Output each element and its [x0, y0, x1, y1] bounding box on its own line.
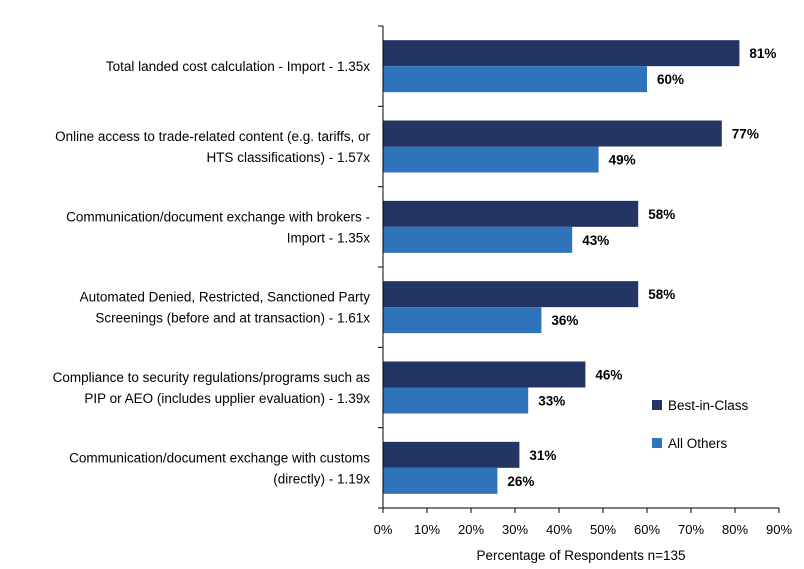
legend: Best-in-Class All Others: [652, 398, 749, 451]
x-tick-label-30: 30%: [502, 522, 528, 537]
bar-all-others-5: [383, 467, 498, 494]
data-label-all-others-1: 49%: [609, 153, 636, 168]
x-tick-label-20: 20%: [458, 522, 484, 537]
data-label-all-others-5: 26%: [507, 474, 534, 489]
data-label-best-in-class-1: 77%: [732, 127, 759, 142]
category-label-0: Total landed cost calculation - Import -…: [106, 59, 370, 74]
legend-swatch-all-others: [652, 438, 662, 448]
data-label-all-others-3: 36%: [551, 313, 578, 328]
bar-all-others-4: [383, 387, 529, 414]
legend-label-best-in-class: Best-in-Class: [668, 398, 749, 413]
data-label-best-in-class-4: 46%: [595, 368, 622, 383]
x-tick-label-60: 60%: [634, 522, 660, 537]
x-tick-label-70: 70%: [678, 522, 704, 537]
data-label-best-in-class-0: 81%: [749, 46, 776, 61]
bar-all-others-1: [383, 146, 599, 173]
data-label-best-in-class-2: 58%: [648, 207, 675, 222]
x-tick-label-80: 80%: [722, 522, 748, 537]
bar-all-others-2: [383, 226, 573, 253]
data-labels-group: 81% 60% 77% 49% 58% 43% 58% 36% 46% 33% 31% 26%: [507, 46, 776, 489]
category-label-2: Communication/document exchange with bro…: [66, 209, 370, 245]
bar-all-others-0: [383, 66, 647, 93]
category-label-3: Automated Denied, Restricted, Sanctioned…: [80, 290, 371, 326]
bar-best-in-class-2: [383, 200, 639, 227]
data-label-all-others-4: 33%: [538, 394, 565, 409]
bar-best-in-class-4: [383, 361, 586, 388]
data-label-all-others-0: 60%: [657, 72, 684, 87]
data-label-best-in-class-3: 58%: [648, 287, 675, 302]
x-tick-label-10: 10%: [414, 522, 440, 537]
bar-best-in-class-5: [383, 441, 520, 468]
legend-label-all-others: All Others: [668, 436, 728, 451]
bars-group: [383, 40, 740, 494]
bar-all-others-3: [383, 307, 542, 334]
category-labels-group: Total landed cost calculation - Import -…: [53, 59, 371, 486]
bar-best-in-class-1: [383, 120, 722, 147]
x-ticks-group: 0% 10% 20% 30% 40% 50% 60% 70% 80% 90%: [374, 25, 792, 537]
legend-swatch-best-in-class: [652, 400, 662, 410]
category-label-1: Online access to trade-related content (…: [55, 129, 370, 165]
data-label-all-others-2: 43%: [582, 233, 609, 248]
x-tick-label-40: 40%: [546, 522, 572, 537]
category-label-5: Communication/document exchange with cus…: [69, 450, 370, 486]
bar-best-in-class-0: [383, 40, 740, 67]
x-tick-label-90: 90%: [766, 522, 792, 537]
data-label-best-in-class-5: 31%: [529, 448, 556, 463]
bar-best-in-class-3: [383, 281, 639, 308]
x-tick-label-0: 0%: [374, 522, 393, 537]
x-tick-label-50: 50%: [590, 522, 616, 537]
x-axis-title: Percentage of Respondents n=135: [476, 548, 685, 563]
category-label-4: Compliance to security regulations/progr…: [53, 370, 371, 406]
